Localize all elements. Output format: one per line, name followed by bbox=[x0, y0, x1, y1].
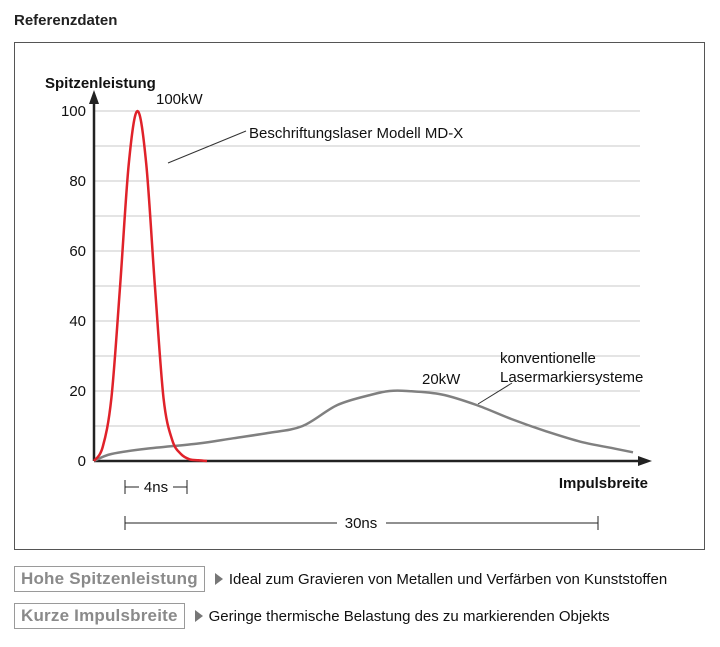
series-line-md-x bbox=[92, 109, 208, 463]
chart-frame bbox=[14, 42, 705, 550]
x-axis-label: Impulsbreite bbox=[559, 475, 648, 492]
info-row-peak-power: Hohe Spitzenleistung Ideal zum Gravieren… bbox=[14, 566, 667, 592]
triangle-right-icon bbox=[194, 610, 203, 622]
info-text-peak-power: Ideal zum Gravieren von Metallen und Ver… bbox=[228, 570, 668, 588]
leader-line-md-x bbox=[167, 130, 247, 164]
badge-pulse-width: Kurze Impulsbreite bbox=[14, 603, 185, 629]
y-tick-label: 0 bbox=[78, 453, 86, 470]
leader-line-conventional bbox=[477, 382, 513, 405]
page-title: Referenzdaten bbox=[14, 12, 118, 29]
series-label-md-x: Beschriftungslaser Modell MD-X bbox=[249, 125, 463, 142]
y-axis-arrowhead bbox=[89, 90, 99, 104]
y-tick-label: 100 bbox=[61, 103, 86, 120]
peak-label-red: 100kW bbox=[156, 91, 204, 108]
series-label-conventional-line1: konventionelle bbox=[500, 350, 596, 367]
x-axis-arrowhead bbox=[638, 456, 652, 466]
y-tick-label: 20 bbox=[69, 383, 86, 400]
series-label-conventional-line2: Lasermarkiersysteme bbox=[500, 369, 643, 386]
y-tick-label: 80 bbox=[69, 173, 86, 190]
y-axis-label: Spitzenleistung bbox=[45, 75, 156, 92]
triangle-right-icon bbox=[214, 573, 223, 585]
info-row-pulse-width: Kurze Impulsbreite Geringe thermische Be… bbox=[14, 603, 610, 629]
info-text-pulse-width: Geringe thermische Belastung des zu mark… bbox=[208, 607, 610, 625]
y-tick-label: 40 bbox=[69, 313, 86, 330]
peak-power-chart: Spitzenleistung Impulsbreite 0 20 40 60 80 10… bbox=[45, 75, 652, 532]
series-line-conventional bbox=[93, 389, 634, 463]
y-tick-label: 60 bbox=[69, 243, 86, 260]
width-label-30ns: 30ns bbox=[345, 515, 378, 532]
peak-label-gray: 20kW bbox=[422, 371, 461, 388]
badge-peak-power: Hohe Spitzenleistung bbox=[14, 566, 205, 592]
width-label-4ns: 4ns bbox=[144, 479, 168, 496]
